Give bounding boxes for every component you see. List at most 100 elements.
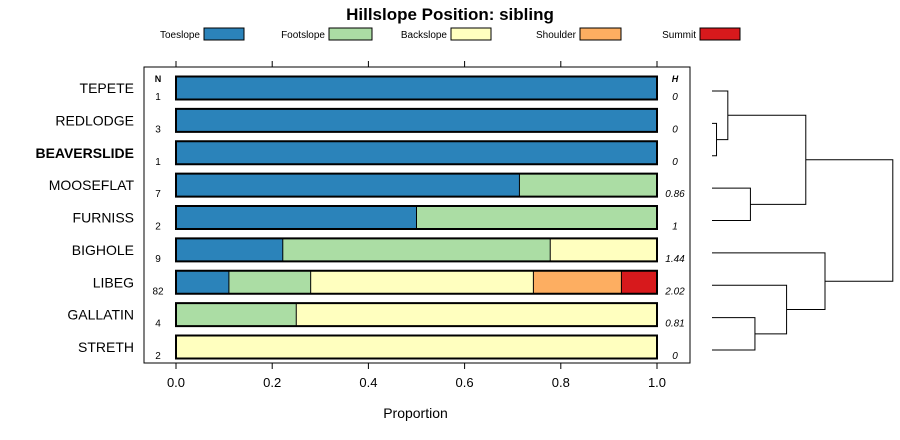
bar-segment-furniss-footslope <box>416 206 657 229</box>
legend-label-backslope: Backslope <box>401 30 448 41</box>
bar-segment-furniss-toeslope <box>176 206 417 229</box>
category-label-redlodge: REDLODGE <box>55 112 134 128</box>
bar-row-redlodge <box>175 107 658 133</box>
category-label-libeg: LIBEG <box>93 274 134 290</box>
bar-segment-mooseflat-toeslope <box>176 173 520 197</box>
category-label-beaverslide: BEAVERSLIDE <box>35 145 134 161</box>
bar-segment-streth-backslope <box>176 335 657 359</box>
bar-outline-redlodge <box>175 107 658 133</box>
dendrogram-merge <box>712 187 751 221</box>
h-label-mooseflat: 0.86 <box>665 189 685 200</box>
x-tick-label: 0.2 <box>263 375 281 390</box>
bar-row-furniss <box>175 205 658 230</box>
legend-swatch-shoulder <box>579 27 622 41</box>
bar-segment-libeg-backslope <box>310 270 534 294</box>
h-label-redlodge: 0 <box>672 124 678 135</box>
plot-panel <box>143 66 691 364</box>
bar-row-tepete <box>175 75 658 101</box>
bar-row-streth <box>175 334 658 360</box>
bar-segment-gallatin-footslope <box>176 303 297 327</box>
bar-segment-libeg-shoulder <box>533 270 622 294</box>
bar-segment-libeg-footslope <box>228 270 311 294</box>
bar-segment-libeg-summit <box>621 270 657 294</box>
chart-title: Hillslope Position: sibling <box>346 5 554 24</box>
bar-segment-gallatin-backslope <box>296 303 657 327</box>
bar-outline-beaverslide <box>175 140 658 166</box>
legend-label-summit: Summit <box>662 30 696 41</box>
h-label-beaverslide: 0 <box>672 157 678 168</box>
bar-segment-bighole-backslope <box>550 238 657 262</box>
bar-segment-bighole-footslope <box>282 238 551 262</box>
n-label-libeg: 82 <box>152 286 164 297</box>
legend-label-shoulder: Shoulder <box>536 30 577 41</box>
bar-row-libeg <box>175 269 658 295</box>
h-column-header: H <box>672 74 679 84</box>
x-axis: 0.0 0.2 0.4 0.6 0.8 1.0 <box>167 61 666 390</box>
x-tick-label: 1.0 <box>648 375 666 390</box>
n-label-tepete: 1 <box>155 92 161 103</box>
category-label-furniss: FURNISS <box>73 210 134 226</box>
bar-segment-tepete-toeslope <box>176 76 657 100</box>
x-tick-label: 0.0 <box>167 375 185 390</box>
legend-label-toeslope: Toeslope <box>160 30 200 41</box>
bar-outline-tepete <box>175 75 658 101</box>
category-label-tepete: TEPETE <box>80 80 134 96</box>
category-label-streth: STRETH <box>78 339 134 355</box>
legend: Toeslope Footslope Backslope Shoulder Summit <box>160 27 741 41</box>
legend-swatch-toeslope <box>203 27 245 41</box>
x-tick-label: 0.8 <box>552 375 570 390</box>
legend-swatch-footslope <box>328 27 373 41</box>
dendrogram-merge <box>712 90 729 141</box>
dendrogram <box>712 90 894 351</box>
n-labels: 1 3 1 7 2 9 82 4 2 <box>152 92 164 362</box>
bar-segment-libeg-toeslope <box>176 270 229 294</box>
category-label-gallatin: GALLATIN <box>67 307 134 323</box>
dendrogram-merge <box>805 159 894 282</box>
n-label-mooseflat: 7 <box>155 189 161 200</box>
x-axis-label: Proportion <box>383 405 448 421</box>
column-headers: N H <box>155 74 679 84</box>
bar-outline-bighole <box>175 237 658 263</box>
bar-outline-furniss <box>175 205 658 230</box>
h-label-streth: 0 <box>672 351 678 362</box>
x-tick-label: 0.6 <box>456 375 474 390</box>
bar-segment-beaverslide-toeslope <box>176 141 657 165</box>
category-label-mooseflat: MOOSEFLAT <box>49 177 135 193</box>
bar-segment-bighole-toeslope <box>176 238 283 262</box>
n-column-header: N <box>155 74 162 84</box>
category-labels: TEPETE REDLODGE BEAVERSLIDE MOOSEFLAT FURNIS… <box>35 80 134 355</box>
n-label-gallatin: 4 <box>155 319 161 330</box>
entropy-labels: 0 0 0 0.86 1 1.44 2.02 0.81 0 <box>664 92 685 362</box>
h-label-furniss: 1 <box>672 222 678 233</box>
n-label-streth: 2 <box>155 351 161 362</box>
bar-segment-redlodge-toeslope <box>176 108 657 132</box>
bar-row-gallatin <box>175 302 658 328</box>
h-label-tepete: 0 <box>672 92 678 103</box>
bar-row-mooseflat <box>175 172 658 198</box>
bar-row-beaverslide <box>175 140 658 166</box>
h-label-gallatin: 0.81 <box>665 319 684 330</box>
bar-outline-streth <box>175 334 658 360</box>
h-label-bighole: 1.44 <box>665 254 685 265</box>
x-tick-label: 0.4 <box>359 375 377 390</box>
dendrogram-merge <box>712 317 756 351</box>
legend-label-footslope: Footslope <box>281 30 325 41</box>
bar-outline-gallatin <box>175 302 658 328</box>
n-label-bighole: 9 <box>155 254 161 265</box>
n-label-beaverslide: 1 <box>155 157 161 168</box>
dendrogram-merge <box>727 114 807 205</box>
bar-row-bighole <box>175 237 658 263</box>
bar-segment-mooseflat-footslope <box>519 173 657 197</box>
bars <box>175 75 658 360</box>
dendrogram-merge <box>712 284 788 335</box>
legend-swatch-summit <box>699 27 741 41</box>
category-label-bighole: BIGHOLE <box>72 242 134 258</box>
n-label-redlodge: 3 <box>155 124 161 135</box>
legend-swatch-backslope <box>450 27 492 41</box>
h-label-libeg: 2.02 <box>664 286 685 297</box>
n-label-furniss: 2 <box>155 222 161 233</box>
dendrogram-merge <box>712 122 718 157</box>
bar-outline-libeg <box>175 269 658 295</box>
dendrogram-merge <box>712 252 826 311</box>
